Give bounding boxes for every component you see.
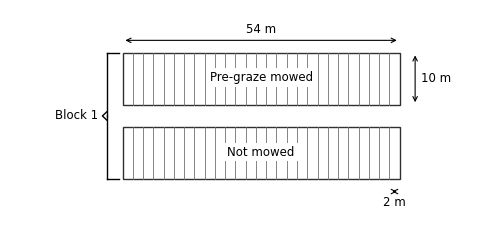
Text: Block 1: Block 1: [56, 109, 98, 122]
Text: Not mowed: Not mowed: [228, 146, 295, 158]
Text: 10 m: 10 m: [421, 72, 451, 85]
Text: 2 m: 2 m: [383, 196, 406, 209]
Bar: [122, 53, 400, 105]
Text: 54 m: 54 m: [246, 23, 276, 36]
Text: Pre-graze mowed: Pre-graze mowed: [210, 71, 312, 84]
Bar: [122, 127, 400, 179]
